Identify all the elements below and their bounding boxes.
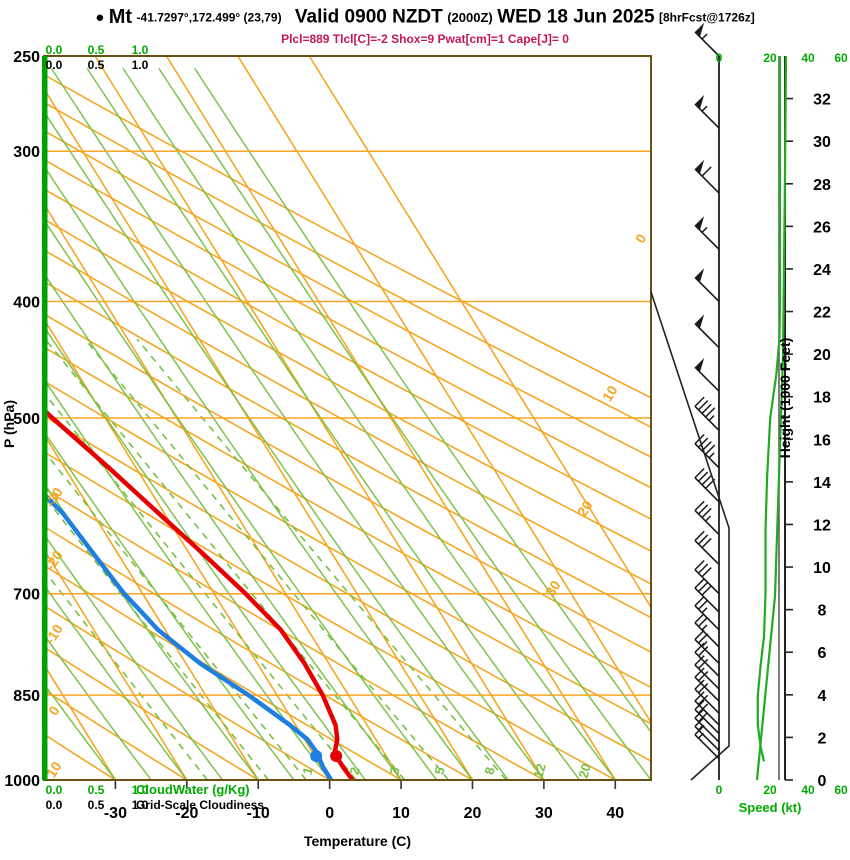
cloudwater-tick-bottom: 1.0 bbox=[132, 783, 149, 797]
speed-tick-bottom-20: 20 bbox=[763, 783, 777, 797]
mixing-ratio-label: 2 bbox=[346, 765, 362, 776]
pressure-tick-300: 300 bbox=[13, 144, 40, 161]
wind-speed-curve bbox=[756, 56, 782, 762]
temperature-tick-40: 40 bbox=[606, 805, 624, 822]
cloudwater-tick-top: 0.5 bbox=[88, 43, 105, 57]
height-tick-22: 22 bbox=[813, 305, 831, 322]
valid-date: WED 18 Jun 2025 bbox=[497, 6, 655, 28]
cloudiness-axis-label: Grid-Scale Cloudiness bbox=[136, 798, 264, 812]
height-tick-12: 12 bbox=[813, 517, 831, 534]
height-tick-8: 8 bbox=[818, 603, 827, 620]
height-tick-6: 6 bbox=[818, 645, 827, 662]
height-tick-4: 4 bbox=[818, 688, 827, 705]
cloudiness-tick-top: 0.0 bbox=[46, 58, 63, 72]
pressure-tick-850: 850 bbox=[13, 688, 40, 705]
cloudwater-axis-label: CloudWater (g/Kg) bbox=[136, 782, 250, 797]
dewpoint-profile bbox=[44, 491, 334, 780]
mixing-ratio-label: 1 bbox=[299, 765, 315, 776]
height-axis-label: Height (1000 Feet) bbox=[777, 338, 793, 459]
valid-time: Valid 0900 NZDT bbox=[294, 6, 443, 28]
height-tick-14: 14 bbox=[813, 475, 831, 492]
speed-tick-top-20: 20 bbox=[763, 51, 777, 65]
sounding-indices: Plcl=889 Tlcl[C]=-2 Shox=9 Pwat[cm]=1 Ca… bbox=[281, 32, 569, 46]
dry-adiabat-label: 10 bbox=[43, 758, 65, 780]
temperature-tick-30: 30 bbox=[535, 805, 553, 822]
height-tick-26: 26 bbox=[813, 219, 831, 236]
height-tick-28: 28 bbox=[813, 177, 831, 194]
temperature-tick-10: 10 bbox=[392, 805, 410, 822]
speed-tick-bottom-0: 0 bbox=[716, 783, 723, 797]
height-tick-30: 30 bbox=[813, 134, 831, 151]
cloudiness-tick-top: 1.0 bbox=[132, 58, 149, 72]
cloudwater-tick-bottom: 0.0 bbox=[46, 783, 63, 797]
speed-tick-bottom-60: 60 bbox=[834, 783, 848, 797]
cloudiness-tick-bottom: 1.0 bbox=[132, 798, 149, 812]
height-tick-32: 32 bbox=[813, 92, 831, 109]
wind-barb-panel bbox=[650, 22, 782, 781]
temperature-axis-label: Temperature (C) bbox=[304, 833, 411, 849]
temperature-profile bbox=[44, 406, 355, 780]
station-coordinates: -41.7297°,172.499° (23,79) bbox=[136, 10, 282, 25]
height-tick-2: 2 bbox=[818, 730, 827, 747]
pressure-tick-250: 250 bbox=[13, 49, 40, 66]
pressure-tick-400: 400 bbox=[13, 294, 40, 311]
height-tick-0: 0 bbox=[818, 773, 827, 790]
height-curve bbox=[755, 55, 788, 781]
temperature-tick--30: -30 bbox=[104, 805, 127, 822]
cloudiness-tick-bottom: 0.5 bbox=[88, 798, 105, 812]
height-axis-panel bbox=[755, 55, 793, 781]
mixing-ratio-label: 5 bbox=[431, 765, 447, 776]
pressure-axis-label: P (hPa) bbox=[1, 400, 17, 448]
mixing-ratio-label: 8 bbox=[481, 765, 497, 776]
isotherm-label: 30 bbox=[542, 577, 564, 599]
temperature-tick--20: -20 bbox=[175, 805, 198, 822]
surface-dewpoint-marker bbox=[310, 749, 323, 762]
valid-time-zulu: (2000Z) bbox=[447, 10, 493, 25]
height-tick-24: 24 bbox=[813, 262, 831, 279]
cloudiness-tick-bottom: 0.0 bbox=[46, 798, 63, 812]
mixing-ratio-label: 3 bbox=[386, 765, 402, 776]
station-dot-icon: ● bbox=[95, 9, 105, 26]
pressure-tick-700: 700 bbox=[13, 587, 40, 604]
temperature-tick-0: 0 bbox=[325, 805, 334, 822]
height-tick-20: 20 bbox=[813, 347, 831, 364]
height-tick-18: 18 bbox=[813, 390, 831, 407]
forecast-stamp: [8hrFcst@1726z] bbox=[659, 10, 755, 25]
cloudwater-tick-bottom: 0.5 bbox=[88, 783, 105, 797]
pressure-tick-500: 500 bbox=[13, 411, 40, 428]
temperature-tick--10: -10 bbox=[247, 805, 270, 822]
cloudwater-tick-top: 1.0 bbox=[132, 43, 149, 57]
cloudiness-tick-top: 0.5 bbox=[88, 58, 105, 72]
speed-tick-top-60: 60 bbox=[834, 51, 848, 65]
surface-temperature-marker bbox=[330, 749, 343, 762]
speed-axis-label: Speed (kt) bbox=[739, 800, 802, 815]
cloudwater-tick-top: 0.0 bbox=[46, 43, 63, 57]
height-tick-16: 16 bbox=[813, 432, 831, 449]
speed-tick-bottom-40: 40 bbox=[801, 783, 815, 797]
mixing-ratio-label: 12 bbox=[531, 762, 549, 780]
isotherm-label: 20 bbox=[574, 497, 596, 519]
mixing-ratio-label: 20 bbox=[576, 762, 594, 780]
height-tick-10: 10 bbox=[813, 560, 831, 577]
speed-tick-top-0: 0 bbox=[716, 51, 723, 65]
header: ● Mt -41.7297°,172.499° (23,79) Valid 09… bbox=[0, 6, 850, 29]
pressure-tick-1000: 1000 bbox=[4, 773, 40, 790]
speed-tick-top-40: 40 bbox=[801, 51, 815, 65]
temperature-tick-20: 20 bbox=[464, 805, 482, 822]
station-name: Mt bbox=[108, 6, 133, 28]
isotherm-label: 10 bbox=[599, 382, 621, 404]
